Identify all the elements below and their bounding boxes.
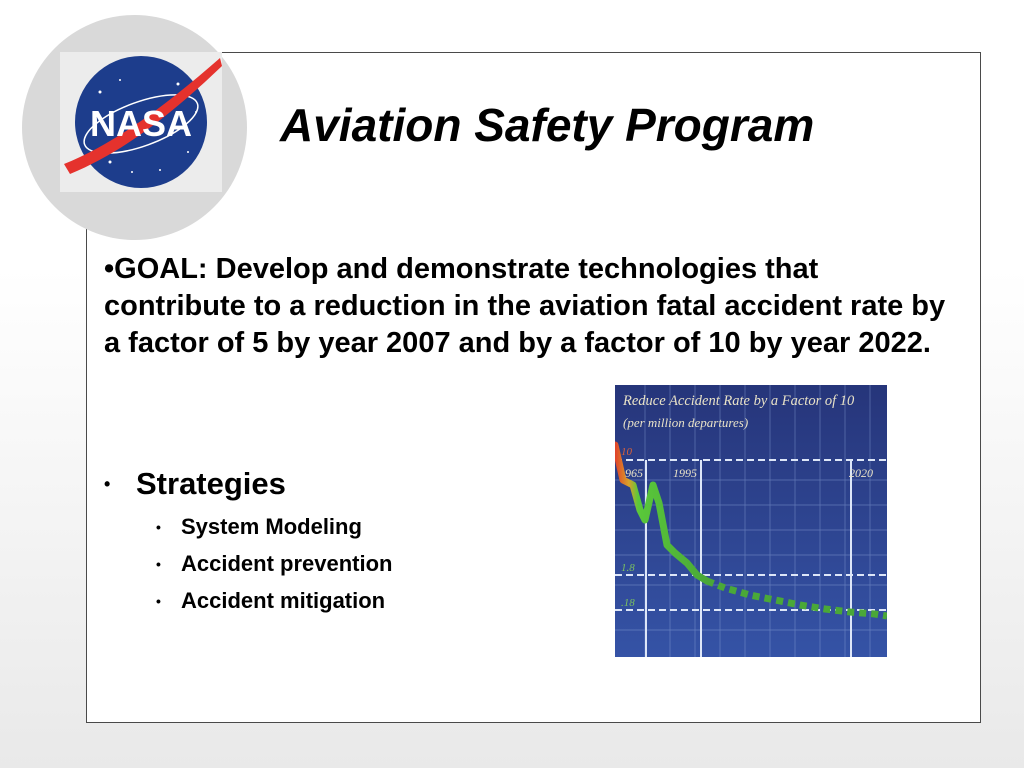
strategy-item-system-modeling: • System Modeling — [104, 508, 392, 545]
strategy-label: Accident mitigation — [181, 587, 386, 613]
strategy-label: System Modeling — [181, 513, 362, 539]
x-tick-label: 1995 — [673, 466, 697, 480]
chart-year-lines — [645, 460, 852, 657]
bullet: • — [156, 518, 161, 535]
x-tick-label: 2020 — [849, 466, 873, 480]
nasa-logo: NASA — [60, 52, 222, 192]
strategies-label: Strategies — [136, 466, 286, 501]
strategies-list: • Strategies • System Modeling • Acciden… — [104, 464, 392, 619]
strategy-items: • System Modeling • Accident prevention … — [104, 508, 392, 619]
goal-text: •GOAL: Develop and demonstrate technolog… — [104, 253, 946, 359]
bullet: • — [104, 473, 111, 494]
bullet: • — [156, 592, 161, 609]
logo-text: NASA — [90, 103, 192, 144]
y-tick-label: 10 — [621, 446, 633, 458]
accident-rate-projection — [705, 577, 887, 620]
y-tick-label: 1.8 — [621, 562, 635, 574]
chart-title: Reduce Accident Rate by a Factor of 10 — [622, 393, 855, 409]
chart-subtitle: (per million departures) — [623, 415, 748, 430]
bullet: • — [156, 555, 161, 572]
accident-rate-line — [615, 441, 711, 585]
slide-title: Aviation Safety Program — [280, 99, 815, 151]
strategy-item-accident-prevention: • Accident prevention — [104, 545, 392, 582]
strategies-heading: • Strategies — [104, 464, 392, 504]
accident-rate-chart: Reduce Accident Rate by a Factor of 10 (… — [615, 385, 887, 657]
strategy-label: Accident prevention — [181, 550, 393, 576]
y-tick-label: .18 — [621, 597, 635, 609]
strategy-item-accident-mitigation: • Accident mitigation — [104, 582, 392, 619]
